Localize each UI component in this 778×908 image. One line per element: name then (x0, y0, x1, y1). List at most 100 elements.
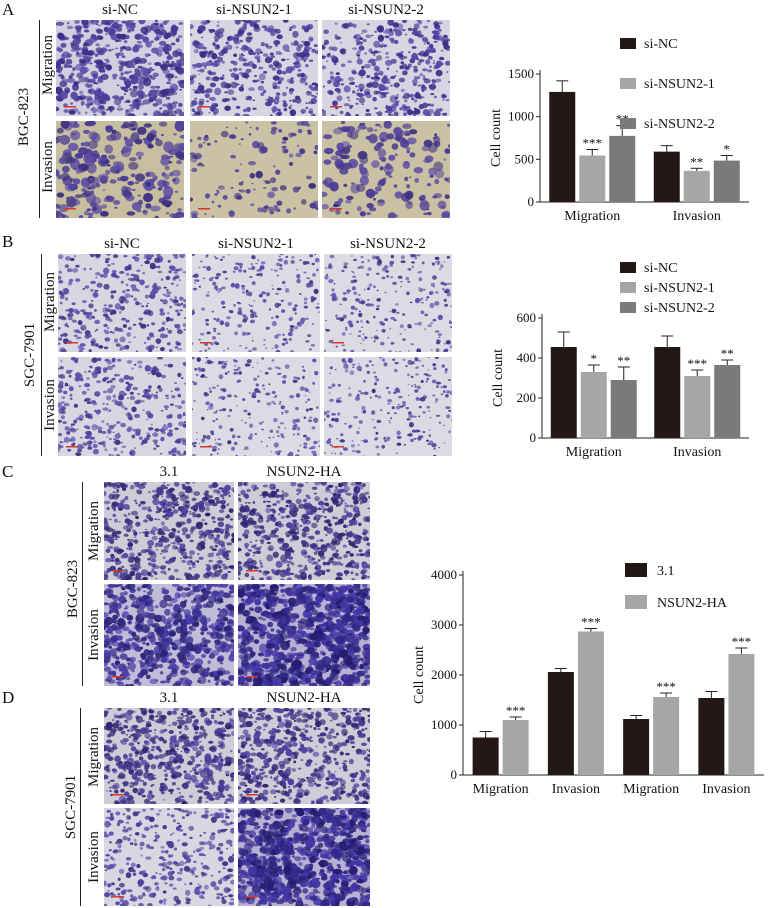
col-title-a-2: si-NSUN2-1 (216, 2, 292, 18)
significance-label: *** (656, 679, 676, 694)
significance-label: ** (721, 346, 734, 361)
legend-label: si-NSUN2-2 (644, 117, 715, 132)
y-axis-label: Cell count (412, 646, 427, 704)
col-title-b-3: si-NSUN2-2 (350, 236, 426, 252)
micrograph (104, 808, 234, 906)
micrograph (324, 254, 452, 352)
y-tick-label: 600 (517, 310, 537, 325)
micrograph (190, 121, 318, 218)
legend-label: NSUN2-HA (657, 596, 728, 611)
cell-line-label-b: SGC-7901 (22, 322, 38, 388)
col-title-d-2: NSUN2-HA (266, 690, 342, 706)
category-label: Migration (564, 209, 620, 224)
category-label: Migration (623, 782, 679, 797)
significance-label: *** (581, 615, 601, 630)
bar (472, 737, 499, 775)
micrograph (238, 708, 370, 804)
row-label-c-invasion: Invasion (86, 609, 102, 661)
y-tick-label: 0 (451, 767, 458, 782)
legend-swatch (620, 118, 636, 129)
y-tick-label: 1000 (508, 109, 534, 124)
category-label: Migration (566, 445, 622, 460)
col-title-c-1: 3.1 (159, 464, 179, 480)
micrograph (58, 357, 186, 456)
significance-label: *** (688, 356, 708, 371)
col-title-d-1: 3.1 (159, 690, 179, 706)
legend-label: 3.1 (657, 564, 675, 579)
bar (502, 720, 529, 775)
micrograph (192, 254, 320, 352)
micrograph (192, 357, 320, 456)
significance-label: * (591, 351, 598, 366)
legend-label: si-NC (644, 37, 677, 52)
col-title-b-1: si-NC (104, 236, 140, 252)
micrograph (104, 708, 234, 804)
legend-swatch (625, 595, 647, 609)
panel-label-d: D (2, 688, 15, 707)
bar (728, 654, 755, 775)
y-tick-label: 0 (528, 194, 535, 209)
micrograph (322, 121, 450, 218)
significance-label: ** (690, 154, 703, 169)
legend-swatch (620, 302, 636, 313)
y-tick-label: 0 (530, 430, 537, 445)
bracket-line-b (41, 254, 42, 456)
micrograph (324, 357, 452, 456)
significance-label: *** (732, 634, 752, 649)
legend-swatch (620, 262, 636, 273)
row-label-d-migration: Migration (86, 727, 102, 787)
legend-swatch (620, 78, 636, 89)
y-tick-label: 1000 (431, 717, 457, 732)
y-tick-label: 1500 (508, 66, 534, 81)
micrograph (238, 808, 370, 906)
bar (713, 160, 740, 202)
category-label: Invasion (673, 209, 721, 224)
y-axis-label: Cell count (491, 349, 506, 407)
micrograph (56, 121, 184, 218)
y-tick-label: 3000 (431, 617, 457, 632)
bracket-line-a (39, 20, 40, 218)
bar (714, 365, 741, 438)
y-tick-label: 500 (515, 151, 535, 166)
y-tick-label: 2000 (431, 667, 457, 682)
bar (550, 347, 577, 438)
legend-swatch (620, 38, 636, 49)
panel-label-a: A (2, 0, 15, 19)
significance-label: ** (617, 353, 630, 368)
row-label-d-invasion: Invasion (86, 831, 102, 883)
bar (547, 672, 574, 775)
cell-line-label-a: BGC-823 (16, 87, 32, 147)
panel-label-c: C (2, 462, 14, 481)
micrograph (104, 482, 234, 580)
cell-line-label-d: SGC-7901 (63, 774, 79, 840)
col-title-a-1: si-NC (102, 2, 138, 18)
category-label: Invasion (673, 445, 721, 460)
bar (683, 170, 710, 202)
micrograph (238, 482, 370, 580)
micrograph (190, 20, 318, 116)
bar (610, 380, 637, 438)
bar-chart-cd: 0 1000 2000 3000 4000 Cell count *** Migration *… (412, 563, 764, 797)
y-tick-label: 200 (517, 390, 537, 405)
bar (654, 347, 681, 438)
legend-swatch (620, 282, 636, 293)
row-label-c-migration: Migration (86, 501, 102, 561)
legend-label: si-NSUN2-1 (644, 77, 715, 92)
micrograph (58, 254, 186, 352)
bar (579, 155, 606, 202)
significance-label: *** (506, 703, 526, 718)
bar (653, 151, 680, 202)
bar (623, 719, 650, 775)
legend-label: si-NSUN2-2 (644, 301, 715, 316)
y-axis-label: Cell count (489, 109, 504, 167)
significance-label: * (724, 141, 731, 156)
bar (549, 91, 576, 202)
cell-line-label-c: BGC-823 (65, 559, 81, 619)
col-title-b-2: si-NSUN2-1 (218, 236, 294, 252)
col-title-a-3: si-NSUN2-2 (348, 2, 424, 18)
bar (580, 372, 607, 438)
category-label: Invasion (702, 782, 750, 797)
bracket-line-d (80, 708, 81, 906)
micrograph (322, 20, 450, 116)
